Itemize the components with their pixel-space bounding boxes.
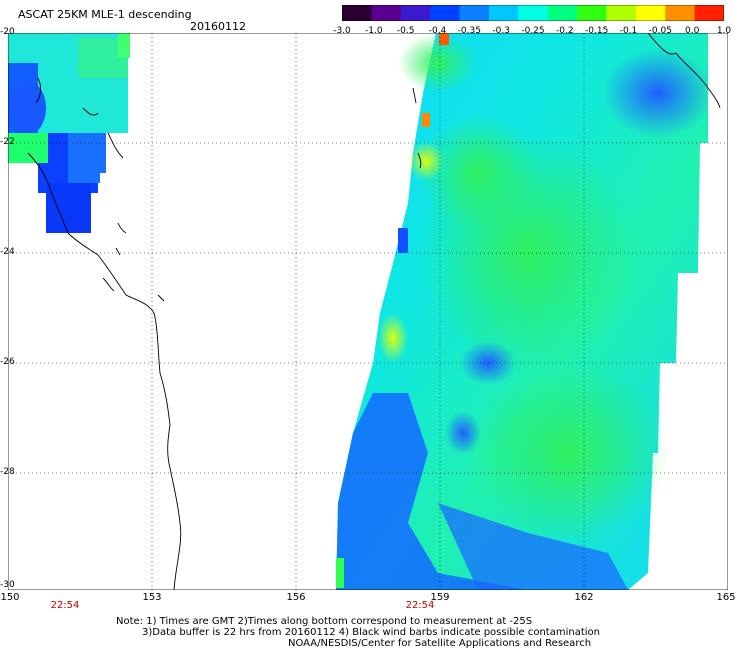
note-line-2: 3)Data buffer is 22 hrs from 20160112 4)… <box>142 627 600 638</box>
colorbar-label: -0.4 <box>428 26 447 36</box>
colorbar-cell <box>547 5 578 21</box>
lon-label-153: 153 <box>142 592 162 603</box>
lon-label-156: 156 <box>286 592 306 603</box>
lon-label-150: 150 <box>0 592 20 603</box>
note-line-3: NOAA/NESDIS/Center for Satellite Applica… <box>288 638 592 649</box>
colorbar <box>342 5 724 21</box>
lon-label-165: 165 <box>716 592 736 603</box>
colorbar-label: -0.5 <box>396 26 415 36</box>
colorbar-cell <box>430 5 461 21</box>
lat-label-22: -22 <box>0 137 15 147</box>
colorbar-label: -0.35 <box>457 26 481 36</box>
colorbar-label: -3.0 <box>333 26 351 36</box>
colorbar-label: -0.3 <box>492 26 510 36</box>
lat-label-30: -30 <box>0 580 15 590</box>
lat-label-20: -20 <box>0 27 15 37</box>
map-date: 20160112 <box>190 20 246 33</box>
colorbar-cell <box>518 5 549 21</box>
colorbar-cell <box>694 5 724 21</box>
colorbar-cell <box>635 5 666 21</box>
colorbar-cell <box>371 5 402 21</box>
coastline <box>27 33 721 590</box>
colorbar-cell <box>400 5 431 21</box>
lat-label-26: -26 <box>0 357 15 367</box>
note-line-1: Note: 1) Times are GMT 2)Times along bot… <box>116 616 533 627</box>
colorbar-label: 0.0 <box>684 26 700 36</box>
colorbar-cell <box>342 5 372 21</box>
colorbar-label: -0.15 <box>585 26 609 36</box>
colorbar-label: -0.25 <box>521 26 545 36</box>
colorbar-cell <box>577 5 607 21</box>
colorbar-cell <box>606 5 637 21</box>
colorbar-label: -0.2 <box>556 26 574 36</box>
colorbar-cell <box>488 5 519 21</box>
coastal-swath <box>8 33 130 233</box>
colorbar-cell <box>459 5 490 21</box>
lat-label-28: -28 <box>0 467 15 477</box>
pass-time-1: 22:54 <box>50 600 80 611</box>
colorbar-cell <box>665 5 696 21</box>
lon-label-159: 159 <box>430 592 450 603</box>
map-area <box>8 33 728 590</box>
colorbar-label: -1.0 <box>365 26 383 36</box>
graticule <box>8 33 728 590</box>
colorbar-label: -0.05 <box>648 26 672 36</box>
map-title: ASCAT 25KM MLE-1 descending <box>18 8 192 21</box>
lon-label-162: 162 <box>574 592 594 603</box>
colorbar-label: 1.0 <box>716 26 732 36</box>
lat-label-24: -24 <box>0 247 15 257</box>
ascat-swath <box>336 33 713 590</box>
pass-time-2: 22:54 <box>405 600 435 611</box>
colorbar-label: -0.1 <box>619 26 638 36</box>
